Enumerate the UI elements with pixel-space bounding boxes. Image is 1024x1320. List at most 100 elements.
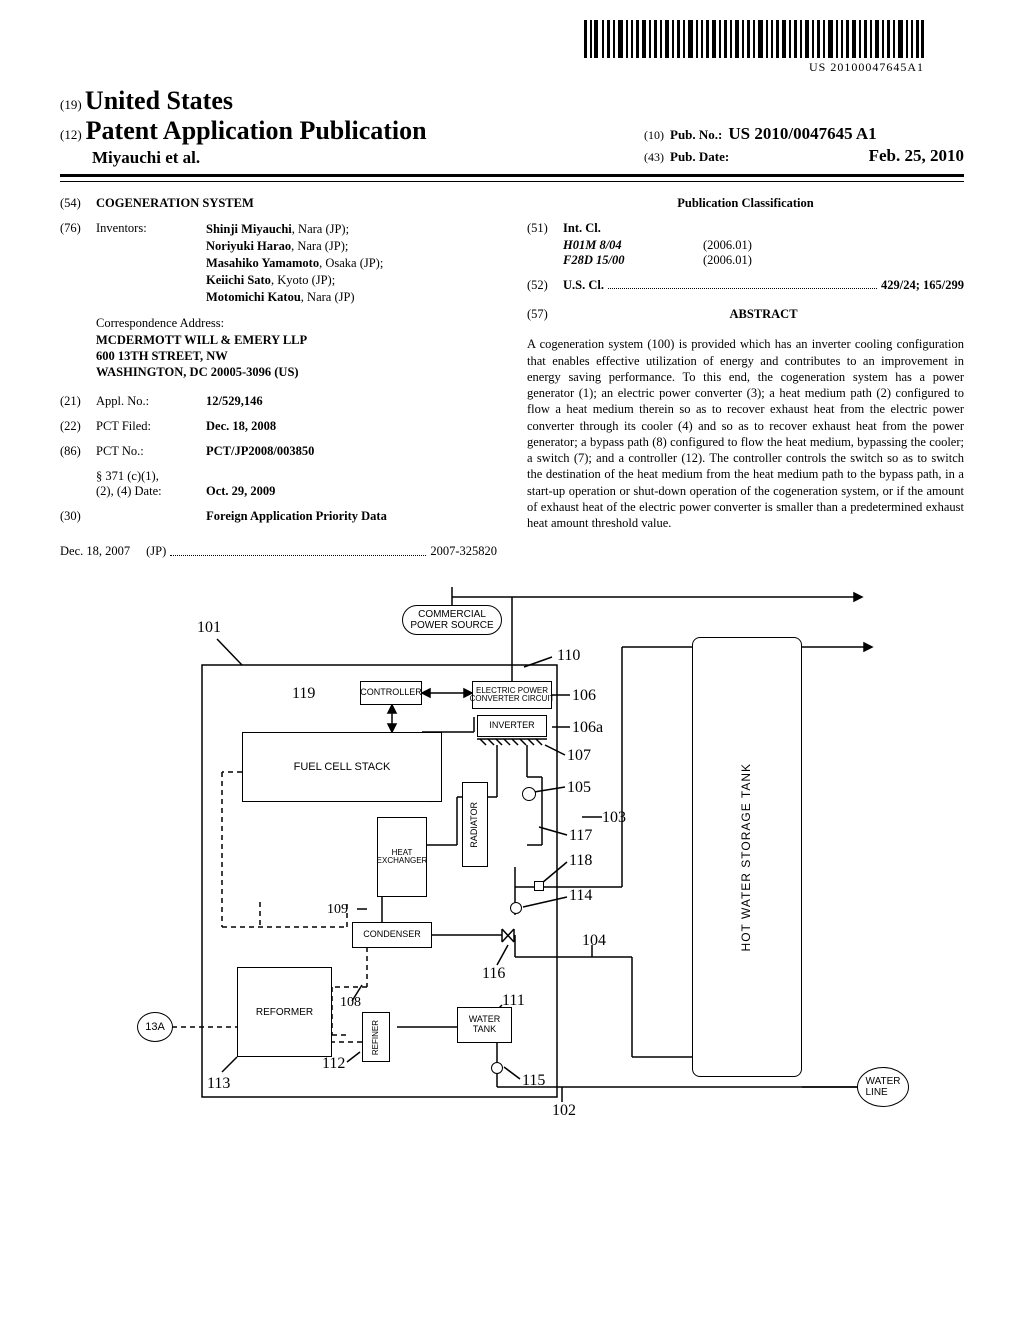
appl-no-label: Appl. No.:: [96, 394, 206, 409]
barcode-text: US 20100047645A1: [584, 60, 924, 75]
pub-no-label: Pub. No.:: [670, 127, 722, 143]
pct-no-label: PCT No.:: [96, 444, 206, 459]
code-86: (86): [60, 444, 96, 459]
appl-no: 12/529,146: [206, 394, 497, 409]
code-30: (30): [60, 509, 96, 534]
pct-filed-label: PCT Filed:: [96, 419, 206, 434]
ref-115: 115: [522, 1072, 545, 1090]
barcode-area: US 20100047645A1: [60, 20, 964, 76]
ref-104: 104: [582, 932, 606, 950]
corr-line-2: WASHINGTON, DC 20005-3096 (US): [96, 364, 497, 380]
ref-101: 101: [197, 619, 221, 637]
node-118-icon: [534, 881, 544, 891]
dots-icon-2: [608, 278, 877, 289]
code-52: (52): [527, 278, 563, 293]
priority-num: 2007-325820: [430, 544, 497, 559]
rule-thin: [60, 181, 964, 182]
country: United States: [85, 86, 233, 115]
hot-water-tank-label: HOT WATER STORAGE TANK: [740, 763, 753, 951]
controller-box: CONTROLLER: [360, 681, 422, 705]
title: COGENERATION SYSTEM: [96, 196, 254, 211]
rule-thick: [60, 174, 964, 177]
ref-103: 103: [602, 809, 626, 827]
pub-no: US 2010/0047645 A1: [728, 124, 876, 144]
ref-110: 110: [557, 647, 580, 665]
abstract-text: A cogeneration system (100) is provided …: [527, 336, 964, 531]
inventors-list: Shinji Miyauchi, Nara (JP); Noriyuki Har…: [206, 221, 497, 305]
inventors-label: Inventors:: [96, 221, 206, 305]
ref-107: 107: [567, 747, 591, 765]
code-22: (22): [60, 419, 96, 434]
authors: Miyauchi et al.: [92, 148, 427, 168]
radiator-box: RADIATOR: [462, 782, 488, 867]
heat-exchanger-box: HEAT EXCHANGER: [377, 817, 427, 897]
intcl-year-0: (2006.01): [703, 238, 752, 253]
code-21: (21): [60, 394, 96, 409]
ref-118: 118: [569, 852, 592, 870]
uscl-label: U.S. Cl.: [563, 278, 604, 293]
ref-119: 119: [292, 685, 315, 703]
col-right: Publication Classification (51) Int. Cl.…: [527, 196, 964, 569]
ref-112: 112: [322, 1055, 345, 1073]
inventor-3: Keiichi Sato: [206, 273, 271, 287]
condenser-box: CONDENSER: [352, 922, 432, 948]
inverter-box: INVERTER: [477, 715, 547, 737]
reformer-box: REFORMER: [237, 967, 332, 1057]
sec371-date: Oct. 29, 2009: [206, 484, 275, 499]
radiator-label: RADIATOR: [470, 802, 480, 848]
priority-row: Dec. 18, 2007 (JP) 2007-325820: [60, 544, 497, 559]
priority-date: Dec. 18, 2007: [60, 544, 130, 559]
body-columns: (54) COGENERATION SYSTEM (76) Inventors:…: [60, 196, 964, 569]
figure-wrap: 101 119 110 106 106a 107 105 103 117 118…: [60, 587, 964, 1147]
correspondence: Correspondence Address: MCDERMOTT WILL &…: [96, 315, 497, 380]
pub-date-label: Pub. Date:: [670, 149, 729, 165]
intcl-year-1: (2006.01): [703, 253, 752, 268]
inventor-4: Motomichi Katou: [206, 290, 301, 304]
pub-date: Feb. 25, 2010: [869, 146, 964, 166]
code-51: (51): [527, 221, 563, 236]
intcl-list: H01M 8/04 (2006.01) F28D 15/00 (2006.01): [563, 238, 964, 268]
epc-box: ELECTRIC POWER CONVERTER CIRCUIT: [472, 681, 552, 709]
inventor-1: Noriyuki Harao: [206, 239, 291, 253]
doc-type: Patent Application Publication: [86, 116, 427, 145]
hot-water-tank-box: HOT WATER STORAGE TANK: [692, 637, 802, 1077]
code-54: (54): [60, 196, 96, 211]
water-tank-box: WATER TANK: [457, 1007, 512, 1043]
ref-113: 113: [207, 1075, 230, 1093]
corr-line-0: MCDERMOTT WILL & EMERY LLP: [96, 332, 497, 348]
inventor-2: Masahiko Yamamoto: [206, 256, 319, 270]
ref-102: 102: [552, 1102, 576, 1120]
abstract-heading: ABSTRACT: [563, 307, 964, 322]
pct-no: PCT/JP2008/003850: [206, 444, 497, 459]
code-43: (43): [644, 150, 664, 165]
commercial-power-box: COMMERCIAL POWER SOURCE: [402, 605, 502, 635]
col-left: (54) COGENERATION SYSTEM (76) Inventors:…: [60, 196, 497, 569]
pct-filed: Dec. 18, 2008: [206, 419, 497, 434]
ref-108: 108: [340, 995, 361, 1011]
ref-105: 105: [567, 779, 591, 797]
barcode: US 20100047645A1: [584, 20, 924, 75]
ref-106a: 106a: [572, 719, 603, 737]
classif-heading: Publication Classification: [527, 196, 964, 211]
corr-line-1: 600 13TH STREET, NW: [96, 348, 497, 364]
uscl-value: 429/24; 165/299: [881, 278, 964, 293]
code-12: (12): [60, 127, 82, 142]
sec371: § 371 (c)(1), (2), (4) Date: Oct. 29, 20…: [96, 469, 497, 499]
ref-106: 106: [572, 687, 596, 705]
sec371-label2: (2), (4) Date:: [96, 484, 206, 499]
header: (19) United States (12) Patent Applicati…: [60, 86, 964, 168]
inventor-0: Shinji Miyauchi: [206, 222, 292, 236]
ref-117: 117: [569, 827, 592, 845]
code-19: (19): [60, 97, 82, 112]
intcl-code-0: H01M 8/04: [563, 238, 673, 253]
uscl-row: (52) U.S. Cl. 429/24; 165/299: [527, 278, 964, 293]
patent-page: US 20100047645A1 (19) United States (12)…: [0, 0, 1024, 1167]
header-right: (10) Pub. No.: US 2010/0047645 A1 (43) P…: [644, 124, 964, 168]
code-57: (57): [527, 307, 563, 330]
figure: 101 119 110 106 106a 107 105 103 117 118…: [102, 587, 922, 1147]
refiner-box: REFINER: [362, 1012, 390, 1062]
code-10: (10): [644, 128, 664, 143]
code-76: (76): [60, 221, 96, 305]
priority-heading: Foreign Application Priority Data: [96, 509, 497, 524]
refiner-label: REFINER: [372, 1020, 381, 1055]
